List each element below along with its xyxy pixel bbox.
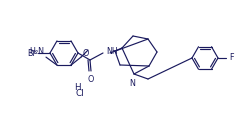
Text: F: F — [229, 53, 233, 62]
Text: NH: NH — [106, 48, 118, 57]
Text: Br: Br — [27, 49, 36, 57]
Text: Cl: Cl — [76, 88, 84, 97]
Text: H: H — [74, 82, 80, 91]
Text: H₂N: H₂N — [29, 47, 44, 56]
Text: O: O — [82, 49, 88, 58]
Text: O: O — [88, 75, 94, 84]
Text: N: N — [129, 79, 135, 88]
